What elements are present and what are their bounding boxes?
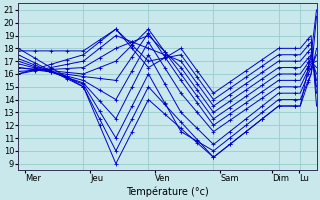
X-axis label: Température (°c): Température (°c): [126, 186, 209, 197]
